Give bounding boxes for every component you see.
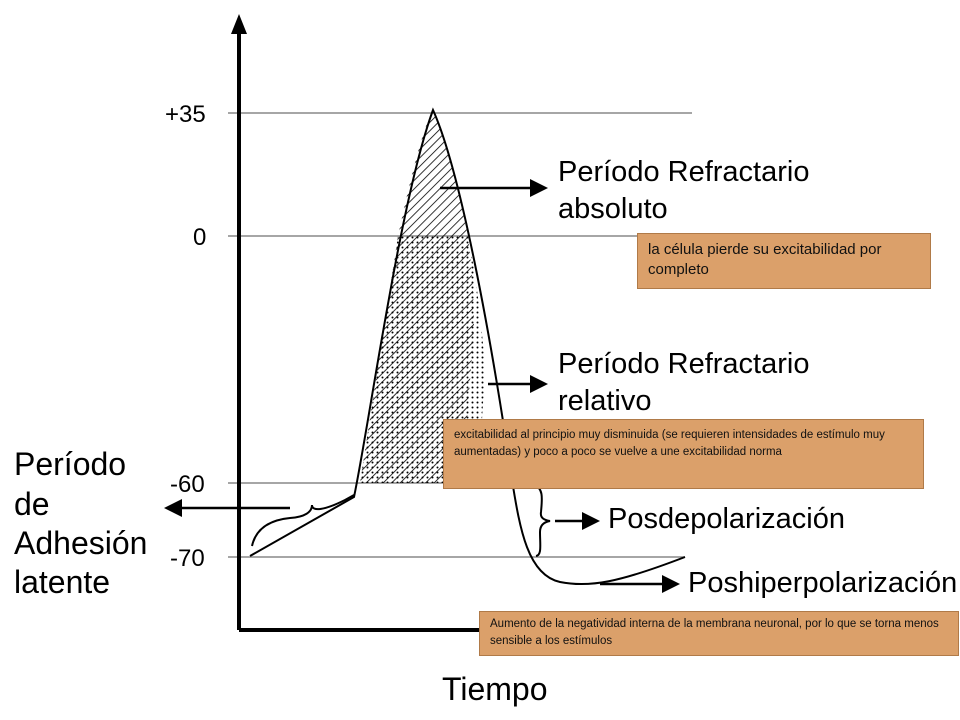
x-axis-label: Tiempo [442, 671, 548, 707]
tick-label-minus70: -70 [170, 545, 205, 572]
tick-label-plus35: +35 [165, 101, 206, 128]
label-posdepolarizacion: Posdepolarización [608, 503, 845, 535]
arrow-posdepolarization [555, 512, 600, 530]
arrow-relative [488, 375, 548, 393]
label-latent-line1: Período [14, 446, 126, 482]
latent-period-brace [251, 494, 355, 547]
arrow-absolute [440, 179, 548, 197]
arrow-latent [164, 499, 290, 517]
posdepolarization-brace [533, 484, 551, 557]
note-relative-refractory: excitabilidad al principio muy disminuid… [443, 419, 924, 489]
label-latent-line4: latente [14, 564, 110, 600]
label-latent-line3: Adhesión [14, 525, 147, 561]
arrow-poshiperpolarization [600, 575, 680, 593]
label-absolute-line1: Período Refractario [558, 156, 809, 188]
action-potential-curve [249, 107, 686, 586]
label-relative-line2: relativo [558, 385, 652, 417]
note-hyperpolarization: Aumento de la negatividad interna de la … [479, 611, 959, 656]
y-axis-arrow-icon [231, 14, 247, 34]
label-poshiperpolarizacion: Poshiperpolarización [688, 567, 957, 599]
label-relative-line1: Período Refractario [558, 348, 809, 380]
tick-label-minus60: -60 [170, 471, 205, 498]
label-absolute-line2: absoluto [558, 193, 668, 225]
absolute-refractory-hatched-region [398, 110, 468, 236]
label-latent-line2: de [14, 486, 50, 522]
tick-label-zero: 0 [193, 224, 206, 251]
note-absolute-refractory: la célula pierde su excitabilidad por co… [637, 233, 931, 289]
